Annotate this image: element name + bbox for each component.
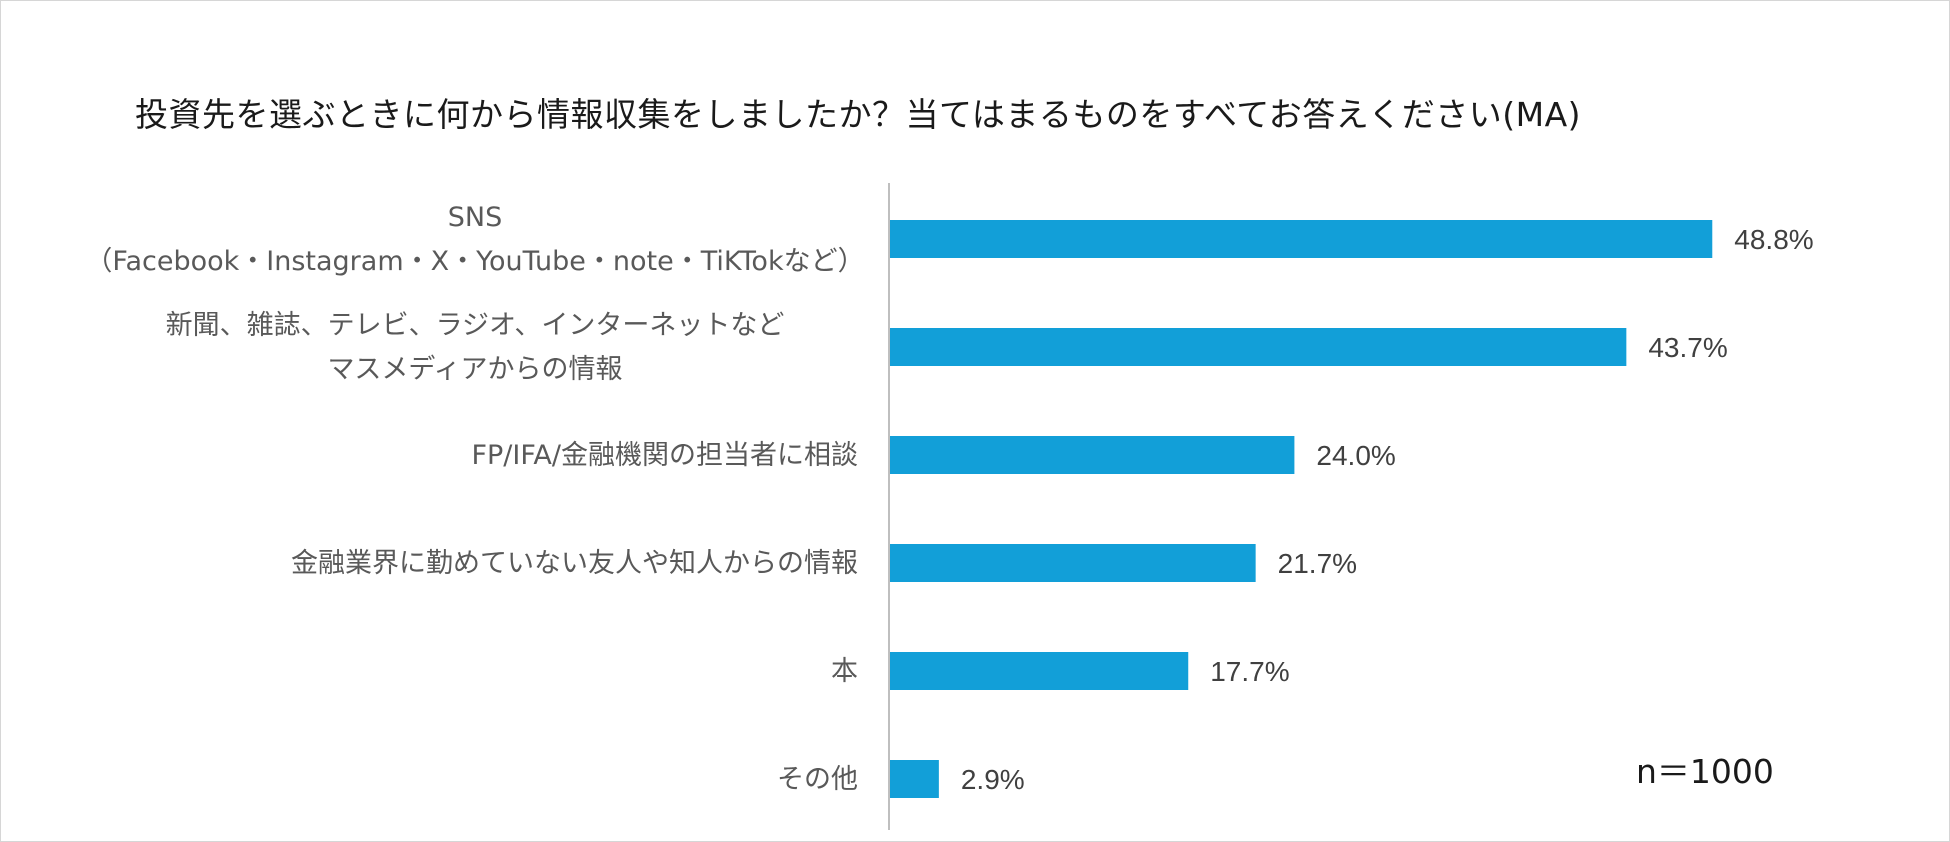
bar bbox=[890, 328, 1627, 366]
category-label: 金融業界に勤めていない友人や知人からの情報 bbox=[291, 548, 858, 579]
chart-title: 投資先を選ぶときに何から情報収集をしましたか？当てはまるものをすべてお答えくださ… bbox=[135, 95, 1582, 134]
bar bbox=[890, 544, 1256, 582]
sample-size-note: n＝1000 bbox=[1636, 752, 1774, 791]
value-label: 21.7% bbox=[1278, 548, 1357, 579]
bar bbox=[890, 220, 1713, 258]
category-label: SNS bbox=[448, 202, 502, 233]
bars-layer bbox=[890, 220, 1713, 798]
value-label: 48.8% bbox=[1734, 224, 1813, 255]
category-label: 本 bbox=[831, 656, 858, 687]
value-label: 43.7% bbox=[1648, 332, 1727, 363]
category-label: （Facebook・Instagram・X・YouTube・note・TiKTo… bbox=[85, 246, 864, 277]
bar bbox=[890, 760, 939, 798]
value-label: 2.9% bbox=[961, 764, 1025, 795]
value-label: 17.7% bbox=[1210, 656, 1289, 687]
bar bbox=[890, 436, 1295, 474]
value-label: 24.0% bbox=[1316, 440, 1395, 471]
category-labels-layer: SNS （Facebook・Instagram・X・YouTube・note・Ti… bbox=[85, 202, 864, 795]
value-labels-layer: 48.8% 43.7% 24.0% 21.7% 17.7% 2.9% bbox=[961, 224, 1814, 795]
category-label: 新聞、雑誌、テレビ、ラジオ、インターネットなど bbox=[166, 310, 785, 341]
category-label: その他 bbox=[777, 764, 858, 795]
bar bbox=[890, 652, 1189, 690]
category-label: マスメディアからの情報 bbox=[327, 354, 622, 385]
category-label: FP/IFA/金融機関の担当者に相談 bbox=[472, 440, 859, 471]
